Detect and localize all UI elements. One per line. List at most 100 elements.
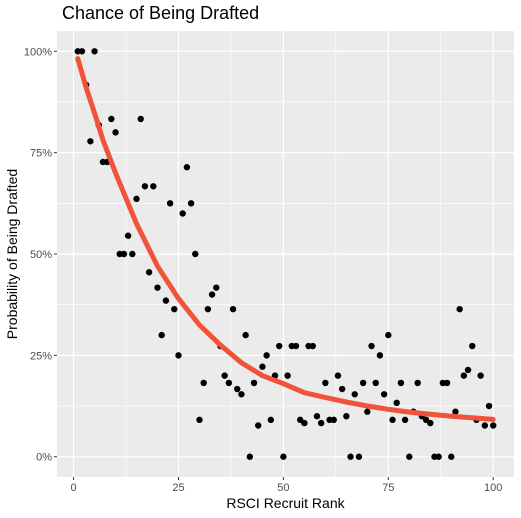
data-point bbox=[192, 250, 199, 258]
data-point bbox=[108, 115, 115, 123]
x-axis-ticks: 0 25 50 75 100 bbox=[71, 477, 502, 494]
data-point bbox=[200, 379, 207, 387]
data-point bbox=[175, 352, 182, 359]
data-point bbox=[435, 453, 442, 460]
data-point bbox=[238, 391, 245, 398]
data-point bbox=[368, 342, 375, 350]
data-point bbox=[171, 305, 178, 313]
data-point bbox=[401, 416, 409, 424]
x-tick-label: 0 bbox=[71, 482, 77, 494]
data-point bbox=[481, 422, 489, 429]
data-point bbox=[196, 416, 203, 424]
data-point bbox=[347, 453, 354, 460]
data-point bbox=[242, 331, 249, 339]
data-point bbox=[389, 416, 396, 424]
data-point bbox=[179, 210, 186, 217]
x-tick-label: 75 bbox=[382, 482, 394, 494]
data-point bbox=[284, 372, 291, 379]
data-point bbox=[355, 453, 363, 460]
data-point bbox=[124, 232, 132, 239]
data-point bbox=[364, 408, 371, 415]
data-point bbox=[183, 164, 191, 171]
data-point bbox=[78, 48, 86, 55]
data-point bbox=[213, 284, 220, 291]
data-point bbox=[204, 305, 212, 313]
data-point bbox=[456, 305, 463, 313]
y-tick-label: 25% bbox=[30, 350, 52, 362]
data-point bbox=[120, 250, 128, 258]
data-point bbox=[452, 408, 459, 415]
y-axis-ticks: 0% 25% 50% 75% 100% bbox=[24, 46, 57, 464]
data-point bbox=[313, 412, 321, 420]
data-point bbox=[448, 453, 455, 460]
y-tick-label: 100% bbox=[24, 46, 52, 58]
data-point bbox=[359, 379, 367, 387]
data-point bbox=[250, 379, 258, 387]
y-axis-title: Probability of Being Drafted bbox=[4, 169, 20, 339]
fit-curve bbox=[75, 56, 496, 422]
data-point bbox=[150, 183, 157, 190]
data-point bbox=[208, 291, 216, 298]
data-point bbox=[464, 366, 472, 374]
data-point bbox=[129, 250, 136, 258]
data-point bbox=[317, 419, 325, 427]
data-point bbox=[351, 391, 358, 398]
data-point bbox=[133, 195, 140, 203]
data-point bbox=[221, 372, 228, 379]
data-point bbox=[263, 352, 270, 359]
data-point bbox=[469, 342, 476, 350]
data-point bbox=[393, 399, 400, 407]
chart-title: Chance of Being Drafted bbox=[62, 3, 260, 23]
y-tick-label: 75% bbox=[30, 148, 52, 160]
data-point bbox=[309, 342, 316, 350]
data-point bbox=[397, 379, 405, 387]
data-point bbox=[255, 422, 262, 429]
x-tick-label: 25 bbox=[172, 482, 184, 494]
data-point bbox=[338, 385, 346, 393]
data-point bbox=[91, 48, 98, 55]
data-point bbox=[137, 115, 144, 123]
data-point bbox=[477, 372, 484, 379]
x-tick-label: 100 bbox=[484, 482, 502, 494]
data-point bbox=[330, 416, 337, 424]
data-point bbox=[166, 200, 174, 207]
data-point bbox=[376, 352, 384, 359]
data-point bbox=[372, 379, 379, 387]
data-point bbox=[292, 342, 300, 350]
data-point bbox=[234, 385, 241, 393]
data-point bbox=[112, 129, 119, 136]
data-point bbox=[414, 379, 421, 387]
data-point bbox=[301, 419, 308, 427]
data-point bbox=[443, 379, 451, 387]
data-point bbox=[406, 453, 413, 460]
y-tick-label: 0% bbox=[36, 452, 52, 464]
data-point bbox=[87, 138, 94, 145]
data-point bbox=[162, 297, 170, 304]
data-point bbox=[267, 416, 275, 424]
data-point bbox=[380, 391, 388, 398]
data-point bbox=[145, 269, 153, 276]
data-point bbox=[154, 284, 161, 291]
data-point bbox=[385, 331, 392, 339]
data-point bbox=[229, 305, 237, 313]
data-point bbox=[490, 422, 497, 429]
x-axis-title: RSCI Recruit Rank bbox=[226, 495, 345, 511]
data-point bbox=[343, 412, 350, 420]
x-tick-label: 50 bbox=[277, 482, 289, 494]
data-point bbox=[259, 363, 266, 370]
data-point bbox=[427, 419, 434, 427]
data-point bbox=[187, 200, 195, 207]
data-point bbox=[485, 402, 493, 410]
data-point bbox=[280, 453, 287, 460]
data-point bbox=[141, 183, 149, 190]
data-point bbox=[225, 379, 233, 387]
data-point bbox=[322, 379, 329, 387]
y-tick-label: 50% bbox=[30, 249, 52, 261]
data-point bbox=[460, 372, 468, 379]
data-point bbox=[276, 342, 283, 350]
data-point bbox=[334, 372, 342, 379]
data-point bbox=[158, 331, 165, 339]
data-point bbox=[246, 453, 254, 460]
data-points bbox=[74, 48, 497, 460]
